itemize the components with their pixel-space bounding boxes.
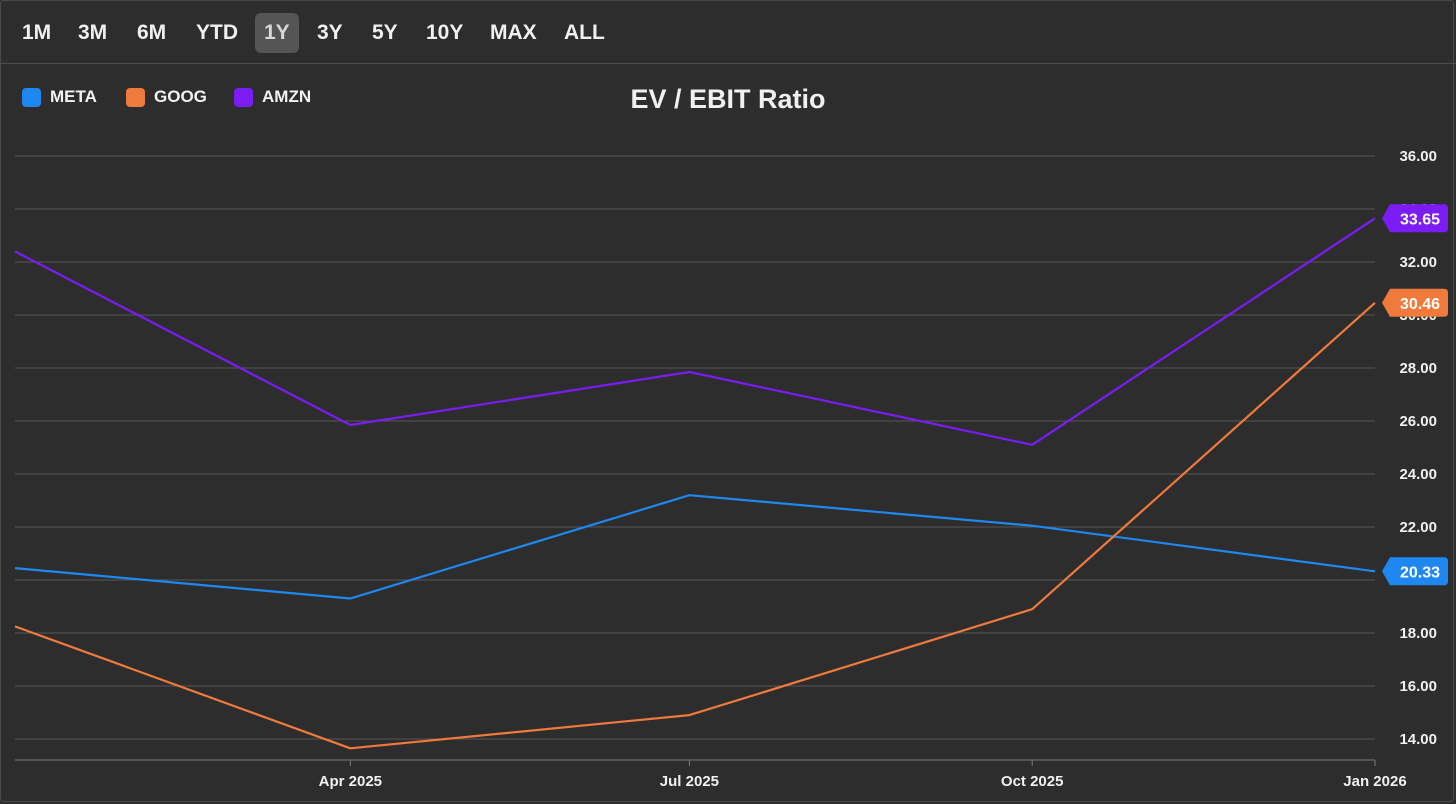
y-tick-label: 22.00 <box>1399 519 1437 536</box>
y-tick-label: 18.00 <box>1399 625 1437 642</box>
range-all-button[interactable]: ALL <box>564 21 605 44</box>
legend-item-meta[interactable]: META <box>22 87 97 107</box>
y-tick-label: 36.00 <box>1399 148 1437 165</box>
chart-title: EV / EBIT Ratio <box>630 84 826 114</box>
legend-label-amzn: AMZN <box>262 87 312 106</box>
series-line-meta <box>14 494 1376 600</box>
end-value-badge-goog <box>1382 288 1448 317</box>
y-tick-label: 24.00 <box>1399 466 1437 483</box>
legend-swatch-goog <box>126 87 145 107</box>
x-tick-label: Oct 2025 <box>1001 773 1064 790</box>
x-tick-label: Apr 2025 <box>319 773 382 790</box>
range-max-button[interactable]: MAX <box>490 21 537 44</box>
range-10y-button[interactable]: 10Y <box>426 21 464 44</box>
y-tick-label: 32.00 <box>1399 254 1437 271</box>
legend-swatch-amzn <box>234 87 253 107</box>
y-tick-label: 16.00 <box>1399 678 1437 695</box>
y-tick-label: 28.00 <box>1399 360 1437 377</box>
legend-label-meta: META <box>50 87 97 106</box>
end-value-label-goog: 30.46 <box>1400 296 1440 313</box>
range-1y-button[interactable]: 1Y <box>255 13 299 53</box>
legend-swatch-meta <box>22 87 41 107</box>
y-tick-label: 14.00 <box>1399 731 1437 748</box>
range-ytd-button[interactable]: YTD <box>196 21 238 44</box>
end-value-label-meta: 20.33 <box>1400 564 1440 581</box>
series-line-goog <box>14 301 1376 750</box>
y-tick-label: 26.00 <box>1399 413 1437 430</box>
end-value-badge-meta <box>1382 557 1448 586</box>
legend-item-goog[interactable]: GOOG <box>126 87 207 107</box>
x-tick-label: Jul 2025 <box>660 773 719 790</box>
range-5y-button[interactable]: 5Y <box>372 21 398 44</box>
range-3y-button[interactable]: 3Y <box>317 21 343 44</box>
range-1m-button[interactable]: 1M <box>22 21 52 44</box>
end-value-badge-amzn <box>1382 204 1448 233</box>
range-6m-button[interactable]: 6M <box>137 21 167 44</box>
series-line-amzn <box>14 217 1376 446</box>
legend-item-amzn[interactable]: AMZN <box>234 87 311 107</box>
range-selector: 1M 3M 6M YTD 1Y 3Y 5Y 10Y MAX ALL <box>0 0 1456 64</box>
legend-label-goog: GOOG <box>154 87 207 106</box>
end-value-label-amzn: 33.65 <box>1400 211 1440 228</box>
range-3m-button[interactable]: 3M <box>78 21 108 44</box>
x-tick-label: Jan 2026 <box>1343 773 1406 790</box>
